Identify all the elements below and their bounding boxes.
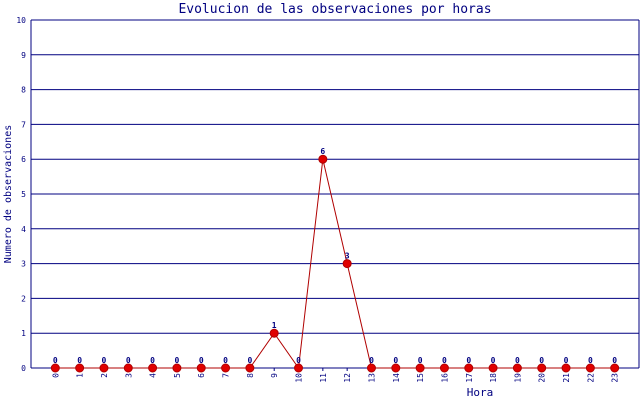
x-tick-label: 15	[416, 373, 425, 383]
data-point	[464, 363, 474, 373]
x-tick-label: 14	[392, 373, 401, 383]
data-point	[537, 363, 547, 373]
x-tick-label: 1	[76, 373, 85, 378]
y-tick-label: 7	[21, 120, 26, 129]
data-point	[415, 363, 425, 373]
x-tick-label: 9	[270, 373, 279, 378]
data-point	[172, 363, 182, 373]
x-tick-label: 16	[440, 373, 449, 383]
x-tick-label: 4	[149, 373, 158, 378]
data-label: 0	[612, 356, 617, 365]
data-label: 0	[369, 356, 374, 365]
data-point	[196, 363, 206, 373]
y-tick-label: 6	[21, 155, 26, 164]
data-label: 0	[53, 356, 58, 365]
data-label: 0	[199, 356, 204, 365]
x-tick-label: 6	[197, 373, 206, 378]
x-tick-label: 10	[295, 373, 304, 383]
data-point	[99, 363, 109, 373]
y-tick-label: 10	[16, 16, 26, 25]
y-tick-label: 9	[21, 51, 26, 60]
x-tick-label: 5	[173, 373, 182, 378]
data-label: 0	[223, 356, 228, 365]
data-point	[148, 363, 158, 373]
y-tick-label: 4	[21, 225, 26, 234]
data-label: 0	[296, 356, 301, 365]
x-tick-label: 0	[51, 373, 60, 378]
x-tick-label: 20	[538, 373, 547, 383]
x-tick-label: 23	[611, 373, 620, 383]
data-point	[221, 363, 231, 373]
data-point	[123, 363, 133, 373]
x-tick-label: 19	[513, 373, 522, 383]
data-label: 0	[466, 356, 471, 365]
x-tick-label: 18	[489, 373, 498, 383]
y-tick-label: 5	[21, 190, 26, 199]
data-label: 0	[393, 356, 398, 365]
data-label: 0	[126, 356, 131, 365]
data-point	[342, 259, 352, 269]
x-tick-label: 22	[586, 373, 595, 383]
x-tick-label: 12	[343, 373, 352, 383]
y-tick-label: 0	[21, 364, 26, 373]
x-tick-label: 21	[562, 373, 571, 383]
data-point	[50, 363, 60, 373]
data-point	[366, 363, 376, 373]
y-tick-label: 3	[21, 260, 26, 269]
data-label: 0	[588, 356, 593, 365]
y-axis-label: Numero de observaciones	[3, 125, 14, 263]
data-label: 0	[539, 356, 544, 365]
data-point	[318, 154, 328, 164]
data-label: 3	[345, 252, 350, 261]
data-point	[561, 363, 571, 373]
data-point	[391, 363, 401, 373]
data-label: 0	[564, 356, 569, 365]
data-label: 1	[272, 321, 277, 330]
data-label: 6	[320, 147, 325, 156]
data-label: 0	[150, 356, 155, 365]
y-tick-label: 1	[21, 329, 26, 338]
data-label: 0	[418, 356, 423, 365]
chart-title: Evolucion de las observaciones por horas	[178, 2, 491, 17]
y-tick-label: 2	[21, 294, 26, 303]
x-tick-label: 3	[124, 373, 133, 378]
data-label: 0	[491, 356, 496, 365]
data-label: 0	[442, 356, 447, 365]
data-label: 0	[247, 356, 252, 365]
data-label: 0	[515, 356, 520, 365]
data-point	[512, 363, 522, 373]
x-tick-label: 8	[246, 373, 255, 378]
x-tick-label: 7	[222, 373, 231, 378]
data-label: 0	[102, 356, 107, 365]
y-tick-label: 8	[21, 86, 26, 95]
data-point	[269, 328, 279, 338]
data-point	[610, 363, 620, 373]
x-tick-label: 11	[319, 373, 328, 383]
data-point	[439, 363, 449, 373]
data-point	[75, 363, 85, 373]
x-tick-label: 2	[100, 373, 109, 378]
x-axis-label: Hora	[467, 386, 494, 399]
data-label: 0	[175, 356, 180, 365]
data-point	[245, 363, 255, 373]
data-point	[585, 363, 595, 373]
x-tick-label: 13	[367, 373, 376, 383]
data-label: 0	[77, 356, 82, 365]
data-point	[488, 363, 498, 373]
data-point	[294, 363, 304, 373]
x-tick-label: 17	[465, 373, 474, 383]
